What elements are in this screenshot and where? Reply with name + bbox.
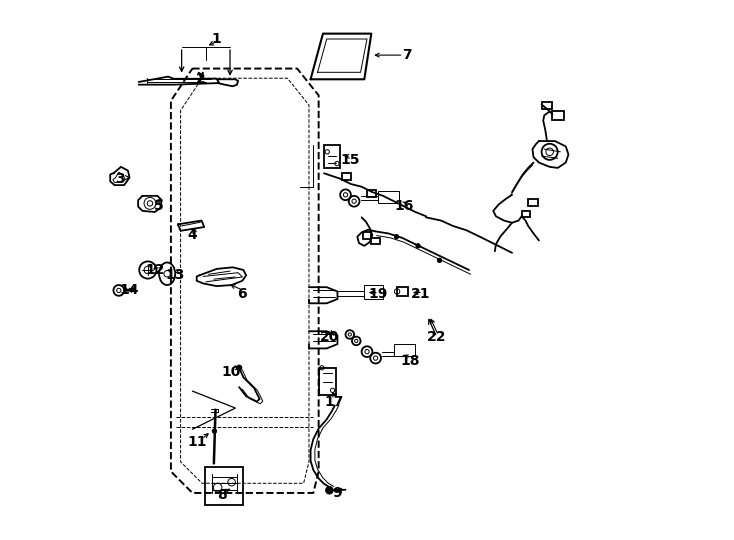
FancyBboxPatch shape bbox=[542, 103, 552, 109]
Ellipse shape bbox=[159, 262, 175, 285]
Text: 6: 6 bbox=[238, 287, 247, 301]
Text: 15: 15 bbox=[340, 153, 360, 167]
Text: 14: 14 bbox=[120, 284, 139, 298]
Text: 22: 22 bbox=[427, 330, 446, 344]
Text: 5: 5 bbox=[153, 199, 164, 213]
FancyBboxPatch shape bbox=[522, 211, 531, 218]
Text: 11: 11 bbox=[187, 435, 206, 449]
Text: 3: 3 bbox=[115, 172, 125, 186]
FancyBboxPatch shape bbox=[371, 238, 380, 244]
Circle shape bbox=[394, 234, 399, 239]
FancyBboxPatch shape bbox=[528, 199, 538, 206]
Text: 16: 16 bbox=[395, 199, 414, 213]
Text: 17: 17 bbox=[324, 395, 344, 409]
FancyBboxPatch shape bbox=[342, 173, 352, 180]
Text: 7: 7 bbox=[402, 48, 412, 62]
FancyBboxPatch shape bbox=[319, 368, 336, 395]
Text: 10: 10 bbox=[222, 365, 241, 379]
Circle shape bbox=[416, 244, 420, 248]
Circle shape bbox=[212, 429, 217, 433]
Circle shape bbox=[437, 258, 442, 262]
FancyBboxPatch shape bbox=[396, 287, 408, 296]
Text: 21: 21 bbox=[411, 287, 430, 301]
Text: 12: 12 bbox=[145, 263, 164, 277]
Circle shape bbox=[236, 365, 241, 370]
FancyBboxPatch shape bbox=[378, 191, 399, 203]
FancyBboxPatch shape bbox=[364, 285, 383, 299]
FancyBboxPatch shape bbox=[324, 145, 340, 168]
Text: 4: 4 bbox=[187, 228, 197, 242]
Text: 20: 20 bbox=[320, 330, 339, 344]
FancyBboxPatch shape bbox=[367, 191, 376, 197]
Circle shape bbox=[326, 487, 333, 494]
FancyBboxPatch shape bbox=[363, 232, 371, 239]
FancyBboxPatch shape bbox=[553, 111, 564, 119]
Text: 9: 9 bbox=[333, 486, 342, 500]
Text: 1: 1 bbox=[211, 32, 222, 46]
Text: 13: 13 bbox=[166, 268, 185, 282]
Text: 19: 19 bbox=[368, 287, 388, 301]
FancyBboxPatch shape bbox=[205, 467, 244, 505]
Text: 18: 18 bbox=[400, 354, 420, 368]
Text: 8: 8 bbox=[217, 488, 227, 502]
FancyBboxPatch shape bbox=[394, 344, 415, 356]
Text: 2: 2 bbox=[195, 72, 206, 86]
